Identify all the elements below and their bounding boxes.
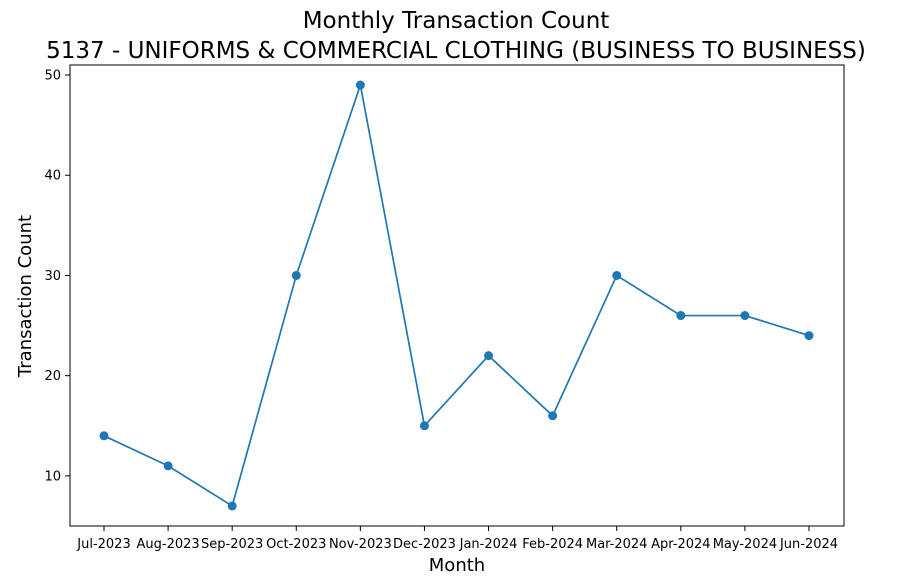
x-tick-label: Oct-2023 — [266, 537, 326, 552]
data-point — [612, 270, 622, 280]
x-tick-label: Apr-2024 — [651, 537, 710, 552]
y-tick-label: 50 — [44, 69, 61, 84]
series-line — [103, 81, 810, 508]
x-axis-label: Month — [429, 555, 485, 576]
data-point — [804, 331, 814, 341]
x-tick-label: Jan-2024 — [459, 537, 518, 552]
data-point — [548, 411, 558, 421]
data-point — [740, 311, 750, 321]
y-axis: 10 20 30 40 50 — [44, 69, 70, 484]
data-point — [99, 431, 109, 441]
x-tick-label: Dec-2023 — [393, 537, 456, 552]
x-tick-label: Aug-2023 — [137, 537, 200, 552]
chart-subtitle: 5137 - UNIFORMS & COMMERCIAL CLOTHING (B… — [46, 38, 866, 64]
x-tick-label: May-2024 — [713, 537, 777, 552]
data-point — [484, 351, 494, 361]
y-tick-label: 10 — [44, 469, 61, 484]
series-layer — [99, 80, 814, 511]
x-tick-label: Jul-2023 — [76, 537, 130, 552]
data-point — [163, 461, 173, 471]
x-axis: Jul-2023 Aug-2023 Sep-2023 Oct-2023 Nov-2023… — [76, 526, 838, 552]
x-tick-label: Feb-2024 — [522, 537, 583, 552]
data-point — [419, 421, 429, 431]
y-tick-label: 30 — [44, 269, 61, 284]
data-point — [355, 80, 365, 90]
x-tick-label: Mar-2024 — [586, 537, 647, 552]
y-tick-label: 20 — [44, 369, 61, 384]
data-point — [227, 501, 237, 511]
y-axis-label: Transaction Count — [15, 215, 36, 378]
data-point — [291, 270, 301, 280]
y-tick-label: 40 — [44, 169, 61, 184]
data-point — [676, 311, 686, 321]
x-tick-label: Nov-2023 — [329, 537, 392, 552]
x-tick-label: Sep-2023 — [201, 537, 263, 552]
x-tick-label: Jun-2024 — [779, 537, 838, 552]
chart-title: Monthly Transaction Count — [303, 8, 610, 34]
plot-area — [69, 64, 845, 527]
